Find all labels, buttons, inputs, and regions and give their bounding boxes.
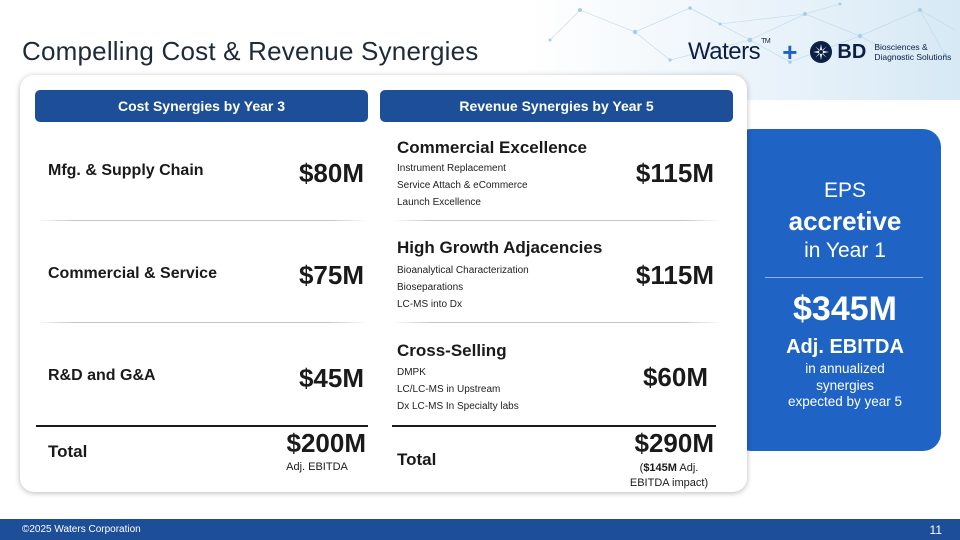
row-divider [392,322,722,323]
copyright-text: ©2025 Waters Corporation [22,524,141,535]
cost-row-amount: $75M [298,260,364,290]
revenue-synergies-header: Revenue Synergies by Year 5 [380,90,733,122]
in-year-label: in Year 1 [804,239,886,262]
synergies-card [20,75,747,492]
cost-total-note: Adj. EBITDA [286,461,348,473]
ebitda-label: Adj. EBITDA [786,336,904,358]
revenue-section-amount: $115M [635,158,714,188]
ebitda-description: in annualized synergies expected by year… [787,361,903,409]
footer-bar: ©2025 Waters Corporation 11 [0,519,960,540]
plus-sign: + [782,36,798,67]
cost-row-label: R&D and G&A [48,367,156,384]
slide-title: Compelling Cost & Revenue Synergies [22,36,479,66]
bd-starburst-icon [810,41,833,63]
cost-total-label: Total [48,442,88,461]
ebitda-amount: $345M [793,290,897,328]
eps-divider [765,277,923,278]
revenue-section-items: Bioanalytical Characterization Biosepara… [397,265,529,310]
revenue-section-items: DMPK LC/LC-MS in Upstream Dx LC-MS In Sp… [397,367,519,412]
waters-logo: WatersTM [688,38,771,65]
logo-lockup: WatersTM + BD Biosciences & Diagnostic So… [688,36,951,68]
cost-total-amount: $200M [286,428,367,458]
cost-row-label: Commercial & Service [48,265,217,282]
revenue-section-items: Instrument Replacement Service Attach & … [397,163,528,208]
network-pattern-decoration [548,2,956,64]
cost-row-amount: $80M [298,158,364,188]
revenue-section-title: Commercial Excellence [397,138,587,157]
cost-synergies-header: Cost Synergies by Year 3 [35,90,368,122]
revenue-section-title: High Growth Adjacencies [397,238,603,257]
page-number: 11 [929,522,942,537]
revenue-total-label: Total [397,450,437,469]
eps-label: EPS [823,179,867,202]
cost-row-label: Mfg. & Supply Chain [48,162,204,179]
cost-row-amount: $45M [298,363,364,393]
bd-logo-text: BD [837,40,867,63]
revenue-section-title: Cross-Selling [397,341,507,360]
revenue-section-amount: $60M [642,362,708,392]
revenue-section-amount: $115M [635,260,714,290]
bd-subtitle: Biosciences & Diagnostic Solutions [874,42,952,62]
revenue-total-note: ($145M Adj. EBITDA impact) [629,462,709,489]
row-divider [36,220,368,221]
row-divider [36,322,368,323]
eps-panel [733,129,941,451]
total-divider [392,425,716,427]
row-divider [392,220,722,221]
total-divider [36,425,368,427]
revenue-total-amount: $290M [634,428,715,458]
accretive-label: accretive [788,206,902,236]
